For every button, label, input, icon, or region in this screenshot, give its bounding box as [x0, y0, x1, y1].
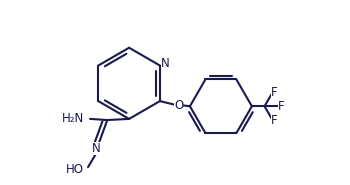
Text: F: F	[271, 86, 278, 99]
Text: N: N	[92, 142, 101, 155]
Text: O: O	[174, 99, 183, 112]
Text: HO: HO	[65, 163, 83, 176]
Text: F: F	[278, 100, 285, 113]
Text: F: F	[271, 114, 278, 127]
Text: N: N	[161, 57, 169, 70]
Text: H₂N: H₂N	[61, 112, 84, 125]
